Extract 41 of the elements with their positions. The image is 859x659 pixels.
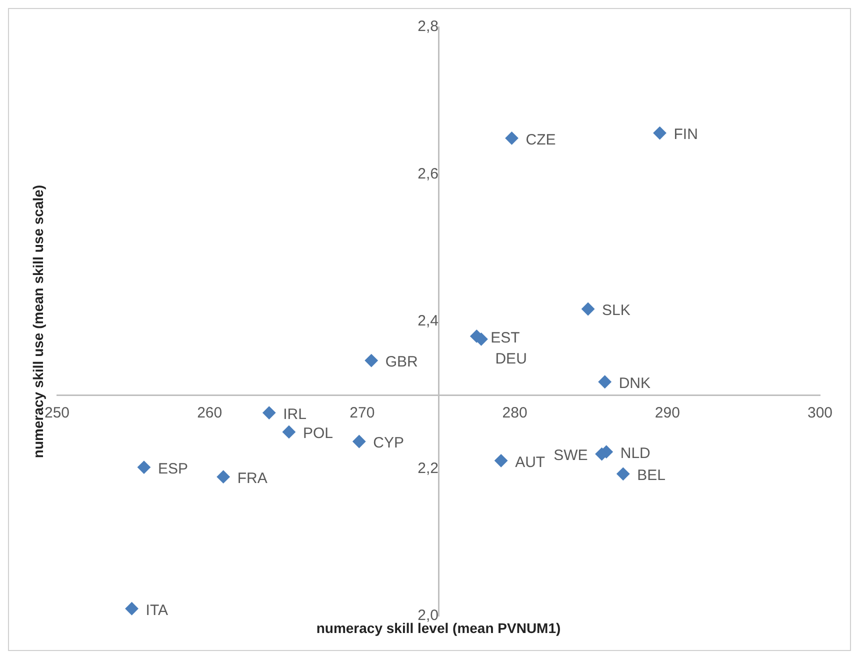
point: [216, 470, 230, 484]
point: [125, 602, 138, 616]
x-tick-label: 300: [807, 404, 833, 422]
x-tick-label: 280: [502, 404, 528, 422]
point: [282, 425, 296, 438]
point: [352, 435, 366, 448]
x-tick-label: 290: [654, 404, 680, 422]
annotation: ITA: [146, 602, 168, 619]
point: [494, 454, 508, 468]
x-tick-label: 250: [44, 404, 70, 422]
annotation: AUT: [515, 454, 546, 471]
annotation: EST: [490, 329, 520, 346]
annotation: DNK: [618, 375, 651, 392]
point: [598, 375, 612, 388]
annotation: SLK: [602, 302, 630, 320]
x-tick-label: 270: [350, 404, 375, 422]
y-tick-label: 2,6: [418, 165, 438, 182]
point: [616, 467, 630, 480]
point: [364, 354, 378, 368]
annotation: CYP: [373, 434, 404, 452]
y-tick-label: 2,2: [418, 460, 438, 477]
annotation: BEL: [637, 467, 666, 484]
annotation: NLD: [620, 444, 651, 462]
x-tick-label: 260: [197, 404, 222, 422]
annotation: FRA: [237, 470, 268, 487]
annotation: POL: [302, 425, 333, 442]
annotation: GBR: [385, 354, 418, 371]
point: [262, 406, 276, 420]
annotation: CZE: [526, 131, 556, 148]
point: [582, 302, 595, 316]
annotation: IRL: [283, 406, 306, 423]
y-tick-label: 2,8: [418, 18, 438, 36]
y-tick-label: 2,4: [418, 312, 438, 330]
point: [653, 126, 666, 140]
point: [137, 460, 150, 474]
annotation: DEU: [495, 350, 527, 368]
point: [505, 132, 518, 145]
annotation: FIN: [674, 126, 698, 144]
annotation: ESP: [158, 460, 188, 478]
annotation: SWE: [554, 447, 588, 464]
y-axis-title: numeracy skill use (mean skill use scale): [30, 184, 46, 458]
